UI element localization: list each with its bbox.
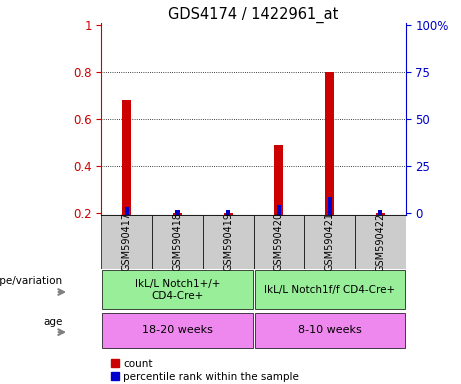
Bar [102,270,253,310]
Bar [102,313,253,348]
Bar [254,313,405,348]
Text: genotype/variation: genotype/variation [0,276,63,286]
Text: GSM590421: GSM590421 [325,212,335,271]
Title: GDS4174 / 1422961_at: GDS4174 / 1422961_at [168,7,339,23]
Bar [355,215,406,269]
Bar [274,145,284,260]
Bar [376,213,385,260]
Text: age: age [43,317,63,327]
Bar [125,207,129,260]
Bar [378,210,382,260]
Text: GSM590420: GSM590420 [274,212,284,271]
Text: 8-10 weeks: 8-10 weeks [298,325,361,335]
Text: IkL/L Notch1f/f CD4-Cre+: IkL/L Notch1f/f CD4-Cre+ [264,285,395,295]
Bar [176,210,179,260]
Bar [254,270,405,310]
Bar [226,210,230,260]
Bar [152,215,203,269]
Bar [328,197,331,260]
Text: GSM590417: GSM590417 [122,212,132,271]
Text: IkL/L Notch1+/+
CD4-Cre+: IkL/L Notch1+/+ CD4-Cre+ [135,279,220,301]
Bar [224,213,233,260]
Bar [122,100,131,260]
Text: GSM590422: GSM590422 [375,212,385,271]
Bar [203,215,254,269]
Legend: count, percentile rank within the sample: count, percentile rank within the sample [106,355,303,384]
Bar [254,215,304,269]
Bar [304,215,355,269]
Bar [325,72,334,260]
Text: 18-20 weeks: 18-20 weeks [142,325,213,335]
Bar [277,205,281,260]
Text: GSM590419: GSM590419 [223,212,233,271]
Bar [173,213,182,260]
Text: GSM590418: GSM590418 [172,212,183,271]
Bar [101,215,152,269]
